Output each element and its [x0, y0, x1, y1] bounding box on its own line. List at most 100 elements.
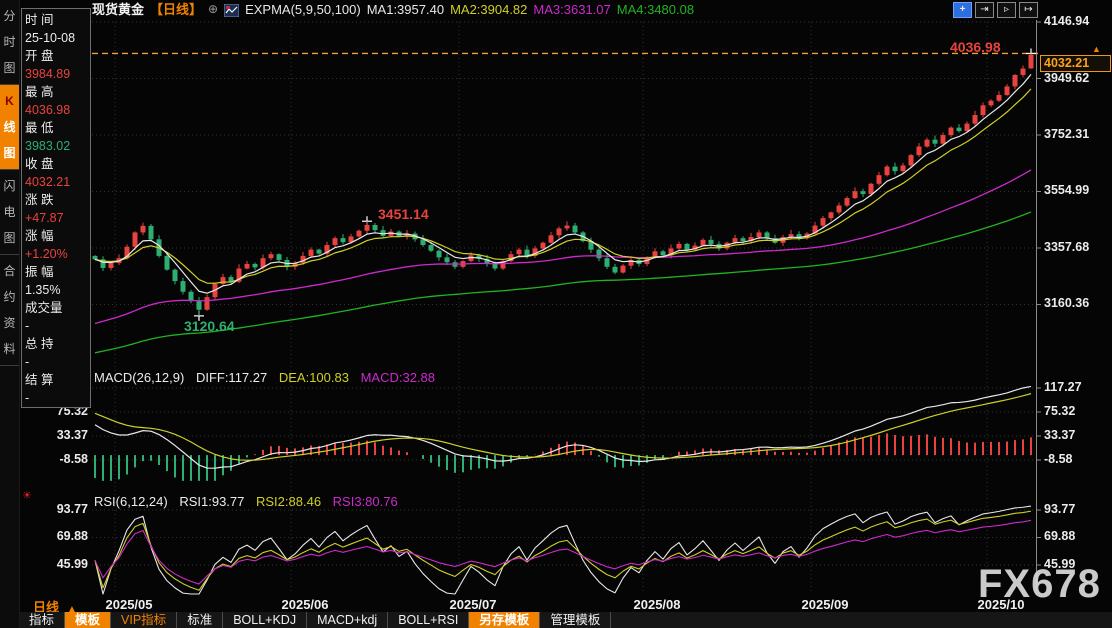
axis-scale-icon[interactable]: ⇥: [975, 2, 994, 18]
annotation-layer: [92, 48, 1041, 321]
axis-label: -8.58: [59, 451, 89, 466]
quote-label: 成交量: [25, 301, 63, 315]
macd-pane-header: MACD(26,12,9) DIFF:117.27 DEA:100.83 MAC…: [94, 370, 443, 385]
side-tab-char: 电: [3, 205, 16, 219]
side-tab-1[interactable]: 分时图: [0, 0, 19, 85]
quote-value: 1.35%: [25, 283, 61, 297]
side-tab-char: 约: [3, 290, 16, 304]
rsi-lines-layer: [94, 505, 1032, 595]
toolbar-button-标准[interactable]: 标准: [177, 612, 224, 628]
toolbar-button-管理模板[interactable]: 管理模板: [540, 612, 612, 628]
side-tab-char: 分: [3, 9, 16, 23]
playback-icon[interactable]: ▹: [997, 2, 1016, 18]
rsi3-value: RSI3:80.76: [332, 494, 398, 509]
ema-lines-layer: [94, 73, 1032, 354]
side-tab-char: K: [5, 94, 14, 108]
toolbar-button-另存模板[interactable]: 另存模板: [469, 612, 541, 628]
quote-value: -: [25, 391, 30, 405]
period-selector[interactable]: 日线 ▲: [33, 597, 77, 616]
axis-label: 93.77: [1044, 502, 1076, 516]
quote-label: 最 高: [25, 85, 54, 99]
bottom-toolbar: 指标 模板 VIP指标 标准 BOLL+KDJ MACD+kdj BOLL+RSI 另存模板管…: [19, 612, 1112, 628]
axis-label: 3949.62: [1044, 70, 1090, 85]
quote-panel: 时 间 25-10-08 开 盘 3984.89 最 高 4036.98 最 低 3983.0…: [21, 8, 91, 408]
macd-histogram-layer: [94, 433, 1032, 481]
ma3-value: MA3:3631.07: [533, 2, 611, 17]
axis-label: 45.99: [56, 556, 88, 571]
toolbar-button-BOLL+RSI[interactable]: BOLL+RSI: [388, 612, 470, 628]
month-label: 2025/05: [105, 597, 153, 612]
month-label: 2025/06: [281, 597, 329, 612]
axis-label: 4146.94: [1044, 14, 1090, 28]
crosshair-move-icon[interactable]: +: [953, 2, 972, 18]
quote-label: 振 幅: [25, 265, 54, 279]
current-price-value: 4032.21: [1044, 56, 1090, 70]
quote-value: 3984.89: [25, 67, 71, 81]
rsi-pane-header: RSI(6,12,24) RSI1:93.77 RSI2:88.46 RSI3:…: [94, 494, 406, 509]
macd-diff-value: DIFF:117.27: [195, 370, 268, 385]
quote-label: 涨 幅: [25, 229, 54, 243]
chart-tool-icons: + ⇥ ▹ ↦: [953, 2, 1038, 18]
period-tag[interactable]: 【日线】: [150, 2, 203, 17]
month-label: 2025/09: [801, 597, 849, 612]
candles-layer: [92, 53, 1034, 316]
side-tab-char: 闪: [3, 179, 16, 193]
red-sun-icon: ☀: [22, 490, 32, 502]
macd-title: MACD(26,12,9): [94, 370, 185, 385]
axis-label: 93.77: [56, 502, 88, 516]
xaxis-row: 日线 ▲ 2025/05 2025/06 2025/07 2025/08 2025/09 2…: [0, 597, 1112, 615]
axis-label: 75.32: [1044, 403, 1076, 418]
june-high-annotation: 3451.14: [378, 206, 429, 222]
ma4-value: MA4:3480.08: [616, 2, 695, 17]
toolbar-button-MACD+kdj[interactable]: MACD+kdj: [307, 612, 389, 628]
rsi1-value: RSI1:93.77: [179, 494, 245, 509]
expma-label: EXPMA(5,9,50,100): [245, 2, 361, 17]
period-high-annotation: 4036.98: [950, 39, 1001, 55]
ma1-value: MA1:3957.40: [366, 2, 445, 17]
ma2-value: MA2:3904.82: [450, 2, 528, 17]
period-label: 日线: [33, 600, 60, 615]
quote-value: 25-10-08: [25, 31, 76, 45]
month-label: 2025/08: [633, 597, 681, 612]
toolbar-button-模板[interactable]: 模板: [65, 612, 112, 628]
axis-label: 3357.68: [1044, 239, 1090, 254]
month-label: 2025/10: [977, 597, 1025, 612]
quote-label: 时 间: [25, 13, 54, 27]
axis-label: 33.37: [56, 427, 88, 442]
price-up-arrow-icon: ▲: [1092, 44, 1101, 54]
axis-label: 3554.99: [1044, 183, 1090, 198]
quote-value: 3983.02: [25, 139, 71, 153]
toolbar-button-VIP指标[interactable]: VIP指标: [111, 612, 178, 628]
quote-label: 开 盘: [25, 49, 54, 63]
quote-value: 4032.21: [25, 175, 71, 189]
toolbar-button-BOLL+KDJ[interactable]: BOLL+KDJ: [223, 612, 308, 628]
line-chart-icon[interactable]: [223, 3, 240, 18]
macd-macd-value: MACD:32.88: [360, 370, 436, 385]
axis-label: -8.58: [1044, 451, 1073, 466]
current-price-tag[interactable]: 4032.21: [1040, 55, 1111, 72]
shift-right-icon[interactable]: ↦: [1019, 2, 1038, 18]
month-label: 2025/07: [449, 597, 497, 612]
side-tab-char: 资: [3, 316, 16, 330]
quote-value: -: [25, 355, 30, 369]
axis-label: 69.88: [56, 529, 88, 544]
side-tab-4[interactable]: 合约资料: [0, 255, 19, 366]
quote-value: +47.87: [25, 211, 64, 225]
macd-dea-value: DEA:100.83: [278, 370, 349, 385]
axis-label: 117.27: [1044, 380, 1082, 394]
side-tab-3[interactable]: 闪电图: [0, 170, 19, 255]
axis-label: 69.88: [1044, 529, 1076, 544]
toolbar-button-指标[interactable]: 指标: [19, 612, 66, 628]
axis-label: 33.37: [1044, 427, 1076, 442]
quote-value: -: [25, 319, 30, 333]
side-tab-char: 图: [3, 61, 16, 75]
side-tab-char: 线: [3, 120, 16, 134]
side-tab-char: 合: [3, 264, 16, 278]
circle-plus-icon[interactable]: ⊕: [208, 2, 219, 16]
side-tab-char: 图: [3, 231, 16, 245]
rsi2-value: RSI2:88.46: [256, 494, 322, 509]
